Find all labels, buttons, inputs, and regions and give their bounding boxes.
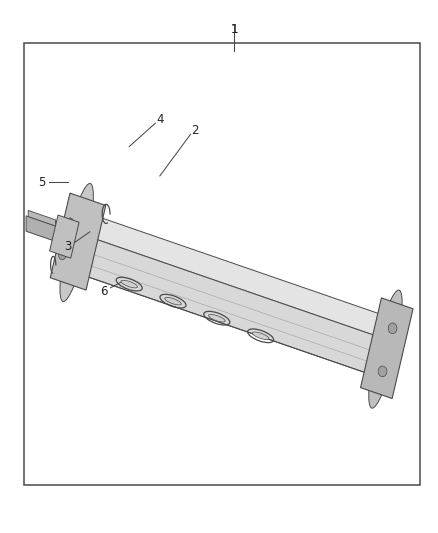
Bar xyxy=(24,43,420,485)
Text: 1: 1 xyxy=(230,23,238,36)
Ellipse shape xyxy=(208,314,225,322)
Circle shape xyxy=(378,366,387,377)
Text: 1: 1 xyxy=(230,23,238,36)
Text: 3: 3 xyxy=(64,240,71,253)
Polygon shape xyxy=(50,193,106,290)
Text: 6: 6 xyxy=(100,285,108,298)
Ellipse shape xyxy=(121,280,138,288)
Circle shape xyxy=(59,251,66,260)
Circle shape xyxy=(388,323,397,334)
Text: 4: 4 xyxy=(156,114,164,126)
Ellipse shape xyxy=(369,290,402,408)
Polygon shape xyxy=(49,215,79,258)
Polygon shape xyxy=(360,298,413,399)
Polygon shape xyxy=(79,212,392,340)
Ellipse shape xyxy=(60,183,93,302)
Ellipse shape xyxy=(165,297,181,305)
Polygon shape xyxy=(26,216,60,243)
Circle shape xyxy=(67,218,74,227)
Ellipse shape xyxy=(252,332,269,340)
Polygon shape xyxy=(28,211,56,226)
Polygon shape xyxy=(70,233,388,377)
Text: 5: 5 xyxy=(38,176,45,189)
Text: 2: 2 xyxy=(191,124,199,137)
